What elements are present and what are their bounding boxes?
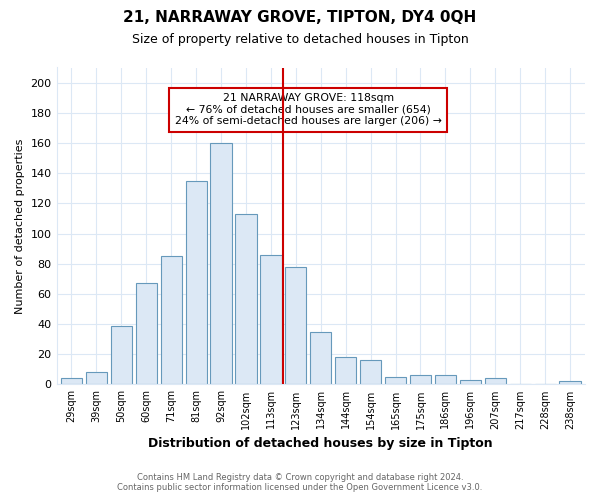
Bar [559,382,581,384]
Bar [335,358,356,384]
Bar [460,380,481,384]
Bar [161,256,182,384]
Text: 21 NARRAWAY GROVE: 118sqm
← 76% of detached houses are smaller (654)
24% of semi: 21 NARRAWAY GROVE: 118sqm ← 76% of detac… [175,93,442,126]
Bar [485,378,506,384]
Bar [410,376,431,384]
Bar [111,326,132,384]
Bar [360,360,381,384]
Bar [211,143,232,384]
Bar [285,266,307,384]
X-axis label: Distribution of detached houses by size in Tipton: Distribution of detached houses by size … [148,437,493,450]
Bar [86,372,107,384]
Bar [136,284,157,384]
Bar [260,254,281,384]
Y-axis label: Number of detached properties: Number of detached properties [15,138,25,314]
Text: 21, NARRAWAY GROVE, TIPTON, DY4 0QH: 21, NARRAWAY GROVE, TIPTON, DY4 0QH [124,10,476,25]
Text: Size of property relative to detached houses in Tipton: Size of property relative to detached ho… [131,32,469,46]
Bar [435,376,456,384]
Bar [61,378,82,384]
Text: Contains HM Land Registry data © Crown copyright and database right 2024.
Contai: Contains HM Land Registry data © Crown c… [118,473,482,492]
Bar [385,377,406,384]
Bar [310,332,331,384]
Bar [235,214,257,384]
Bar [185,180,207,384]
